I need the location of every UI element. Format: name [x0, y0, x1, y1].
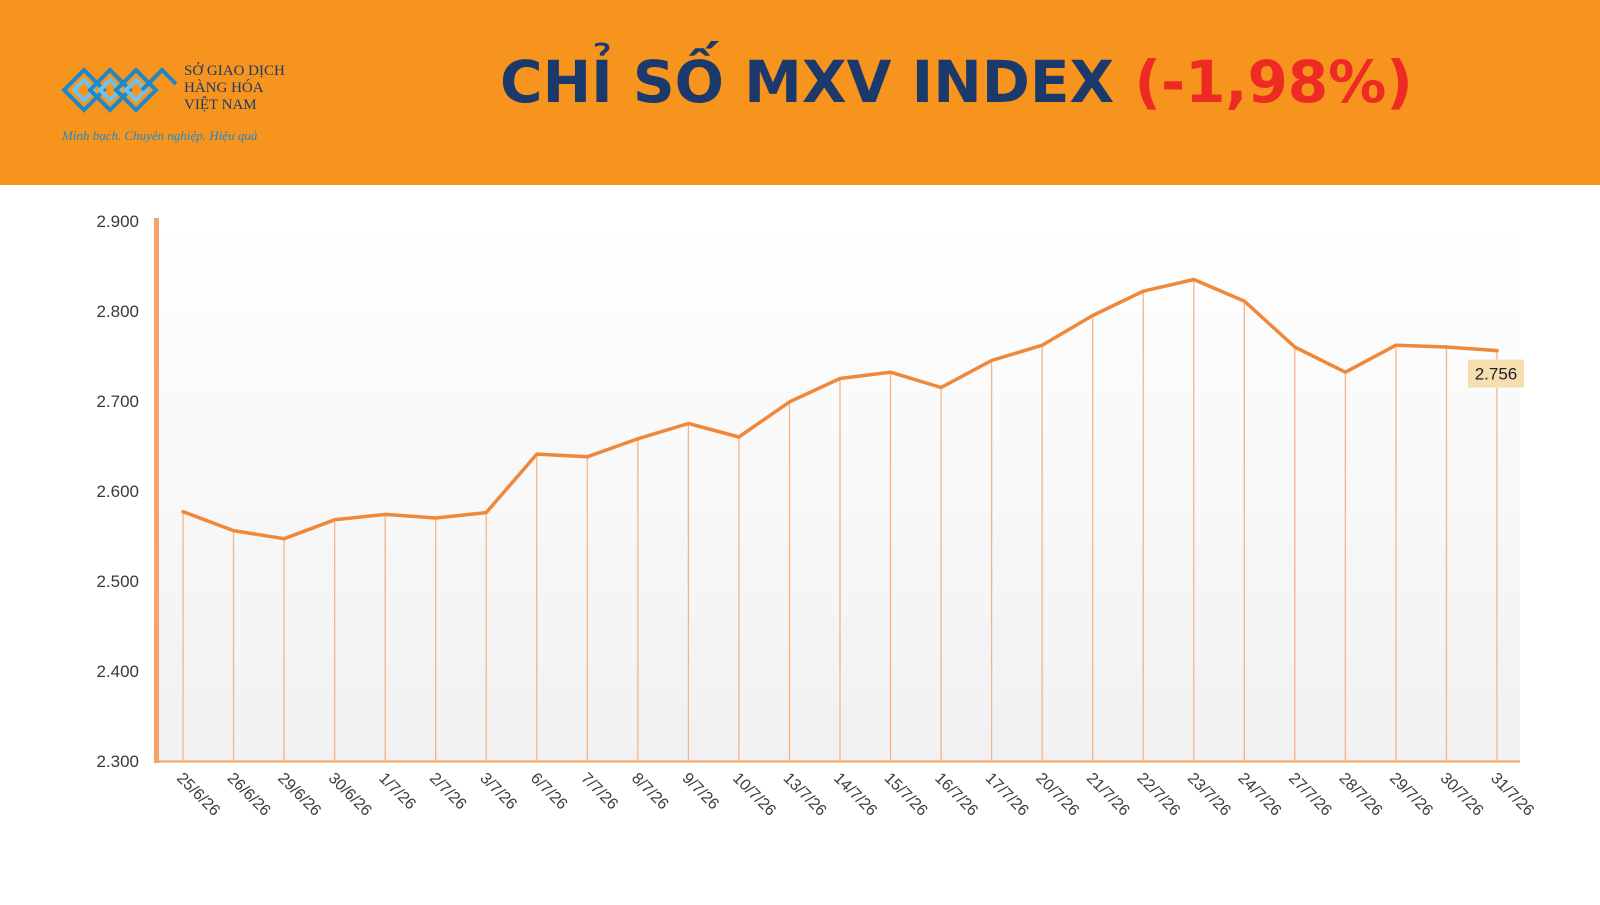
- title-text: CHỈ SỐ MXV INDEX: [500, 48, 1115, 116]
- y-tick-label: 2.300: [96, 752, 139, 771]
- title-change-percent: (-1,98%): [1134, 48, 1413, 116]
- last-value-badge-bg: [1468, 359, 1524, 388]
- x-tick-label: 27/7/26: [1285, 770, 1335, 820]
- x-tick-label: 26/6/26: [224, 770, 274, 820]
- x-tick-label: 3/7/26: [476, 770, 520, 814]
- chart-area: 2.300 2.400 2.500 2.600 2.700 2.800 2.900 25/6…: [0, 185, 1600, 900]
- y-tick-label: 2.400: [96, 662, 139, 681]
- x-tick-label: 25/6/26: [173, 770, 223, 820]
- series-line: [181, 277, 1499, 541]
- y-tick-label: 2.600: [96, 482, 139, 501]
- x-tick-label: 2/7/26: [426, 770, 470, 814]
- y-axis-line: [154, 218, 159, 763]
- y-tick-label: 2.800: [96, 302, 139, 321]
- x-tick-label: 16/7/26: [931, 770, 981, 820]
- mxv-logo-mark-icon: [61, 67, 178, 113]
- logo-line-2: HÀNG HÓA: [184, 80, 264, 96]
- mxv-logo: SỞ GIAO DỊCH HÀNG HÓA VIỆT NAM Minh bạch…: [60, 60, 320, 150]
- line-chart: 2.300 2.400 2.500 2.600 2.700 2.800 2.900 25/6…: [96, 212, 1537, 820]
- x-tick-label: 20/7/26: [1032, 770, 1082, 820]
- y-tick-label: 2.900: [96, 212, 139, 231]
- logo-line-1: SỞ GIAO DỊCH: [184, 63, 285, 79]
- x-tick-label: 13/7/26: [780, 770, 830, 820]
- y-tick-label: 2.700: [96, 392, 139, 411]
- x-tick-label: 22/7/26: [1133, 770, 1183, 820]
- x-tick-label: 7/7/26: [577, 770, 621, 814]
- last-value-label: 2.756: [1475, 365, 1518, 384]
- x-tick-label: 31/7/26: [1487, 770, 1537, 820]
- x-tick-label: 14/7/26: [830, 770, 880, 820]
- x-tick-label: 17/7/26: [982, 770, 1032, 820]
- page-title: CHỈ SỐ MXV INDEX (-1,98%): [500, 42, 1413, 122]
- x-tick-label: 29/6/26: [274, 770, 324, 820]
- x-tick-label: 23/7/26: [1184, 770, 1234, 820]
- header-banner: SỞ GIAO DỊCH HÀNG HÓA VIỆT NAM Minh bạch…: [0, 0, 1600, 185]
- x-tick-label: 9/7/26: [679, 770, 723, 814]
- x-tick-label: 21/7/26: [1083, 770, 1133, 820]
- x-tick-label: 10/7/26: [729, 770, 779, 820]
- y-tick-label: 2.500: [96, 572, 139, 591]
- x-tick-label: 6/7/26: [527, 770, 571, 814]
- x-tick-label: 30/6/26: [325, 770, 375, 820]
- x-tick-label: 1/7/26: [375, 770, 419, 814]
- x-tick-label: 29/7/26: [1386, 770, 1436, 820]
- logo-line-3: VIỆT NAM: [184, 97, 257, 113]
- logo-tagline: Minh bạch. Chuyên nghiệp. Hiệu quả: [62, 128, 258, 143]
- x-tick-label: 24/7/26: [1234, 770, 1284, 820]
- last-value-badge: 2.756: [1468, 359, 1524, 388]
- x-tick-label: 8/7/26: [628, 770, 672, 814]
- logo-text: SỞ GIAO DỊCH HÀNG HÓA VIỆT NAM: [184, 63, 285, 114]
- x-tick-label: 15/7/26: [881, 770, 931, 820]
- x-tick-label: 28/7/26: [1336, 770, 1386, 820]
- x-tick-label: 30/7/26: [1437, 770, 1487, 820]
- plot-background: [158, 221, 1520, 761]
